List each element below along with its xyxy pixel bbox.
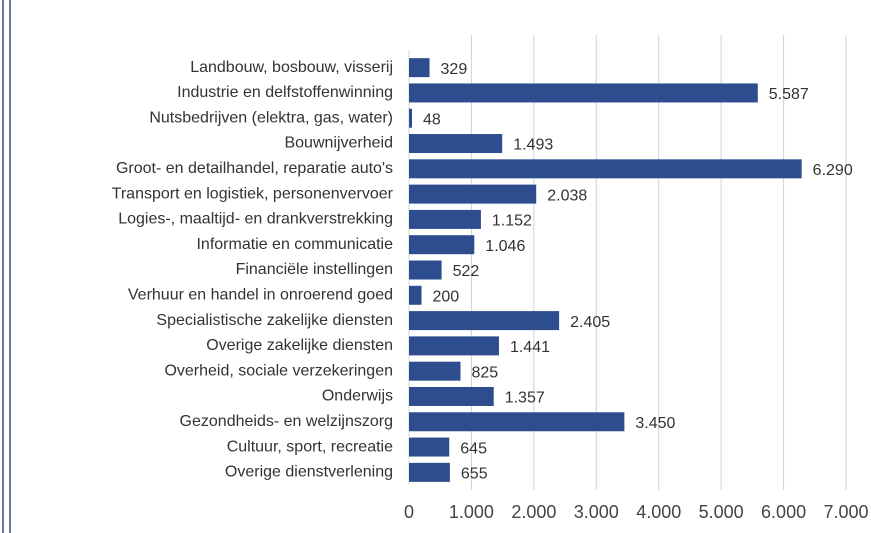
bar bbox=[409, 58, 430, 78]
bar bbox=[409, 311, 560, 331]
value-label: 200 bbox=[432, 289, 459, 306]
bar bbox=[409, 184, 537, 204]
y-tick-label: Nutsbedrijven (elektra, gas, water) bbox=[149, 109, 393, 126]
bar bbox=[409, 235, 475, 255]
value-label: 1.493 bbox=[513, 137, 553, 154]
x-tick-label: 6.000 bbox=[761, 502, 806, 522]
x-tick-label: 7.000 bbox=[823, 502, 868, 522]
y-tick-label: Groot- en detailhandel, reparatie auto's bbox=[116, 160, 393, 177]
y-tick-label: Cultuur, sport, recreatie bbox=[227, 438, 393, 455]
value-label: 522 bbox=[453, 263, 480, 280]
y-tick-label: Onderwijs bbox=[322, 388, 393, 405]
bar bbox=[409, 134, 503, 154]
bar bbox=[409, 412, 625, 432]
y-tick-label: Overige dienstverlening bbox=[225, 464, 393, 481]
value-label: 6.290 bbox=[813, 162, 853, 179]
x-tick-label: 1.000 bbox=[449, 502, 494, 522]
y-tick-label: Transport en logistiek, personenvervoer bbox=[112, 185, 394, 202]
value-label: 825 bbox=[472, 364, 499, 381]
bar bbox=[409, 361, 461, 381]
bar bbox=[409, 437, 450, 457]
value-label: 329 bbox=[441, 61, 468, 78]
value-label: 2.038 bbox=[547, 187, 587, 204]
bar bbox=[409, 260, 442, 280]
bar bbox=[409, 209, 481, 229]
y-tick-label: Verhuur en handel in onroerend goed bbox=[128, 287, 393, 304]
value-label: 5.587 bbox=[769, 86, 809, 103]
x-tick-label: 4.000 bbox=[636, 502, 681, 522]
bar bbox=[409, 386, 494, 406]
bar bbox=[409, 462, 450, 482]
value-label: 3.450 bbox=[635, 415, 675, 432]
y-tick-label: Logies-, maaltijd- en drankverstrekking bbox=[118, 211, 393, 228]
value-label: 1.441 bbox=[510, 339, 550, 356]
value-label: 655 bbox=[461, 466, 488, 483]
value-label: 2.405 bbox=[570, 314, 610, 331]
y-tick-label: Specialistische zakelijke diensten bbox=[156, 312, 393, 329]
x-tick-label: 0 bbox=[404, 502, 414, 522]
y-tick-label: Overheid, sociale verzekeringen bbox=[164, 362, 393, 379]
y-tick-label: Financiële instellingen bbox=[236, 261, 393, 278]
x-tick-label: 2.000 bbox=[511, 502, 556, 522]
value-label: 1.357 bbox=[505, 390, 545, 407]
y-tick-label: Overige zakelijke diensten bbox=[206, 337, 393, 354]
bar bbox=[409, 159, 802, 179]
value-label: 1.152 bbox=[492, 213, 532, 230]
y-tick-label: Industrie en delfstoffenwinning bbox=[177, 84, 393, 101]
bar bbox=[409, 336, 499, 356]
value-label: 645 bbox=[460, 440, 487, 457]
y-tick-label: Informatie en communicatie bbox=[196, 236, 393, 253]
y-tick-label: Bouwnijverheid bbox=[284, 135, 393, 152]
bar bbox=[409, 83, 758, 103]
bar bbox=[409, 108, 412, 128]
x-tick-label: 3.000 bbox=[574, 502, 619, 522]
value-label: 48 bbox=[423, 111, 441, 128]
y-tick-label: Landbouw, bosbouw, visserij bbox=[190, 59, 393, 76]
y-tick-label: Gezondheids- en welzijnszorg bbox=[180, 413, 393, 430]
x-tick-label: 5.000 bbox=[699, 502, 744, 522]
bar bbox=[409, 285, 422, 305]
value-label: 1.046 bbox=[485, 238, 525, 255]
